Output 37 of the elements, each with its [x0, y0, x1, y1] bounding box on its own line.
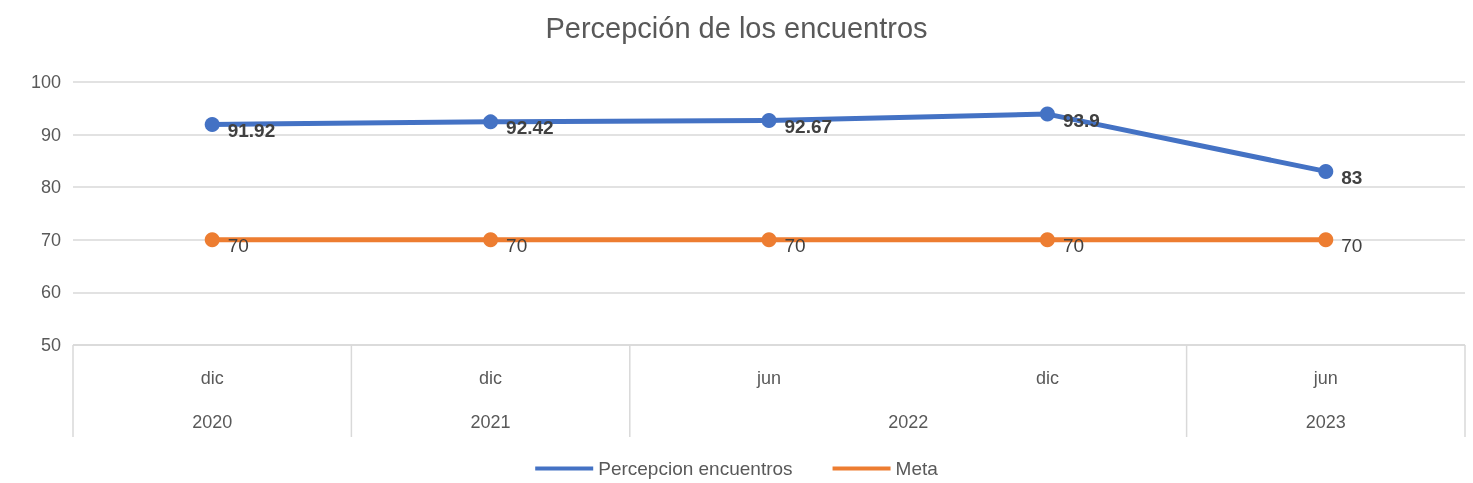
text: 2020: [192, 412, 233, 432]
y-tick-label: 70: [40, 229, 61, 250]
y-tick-label: 60: [40, 282, 61, 303]
data-label: 70: [1341, 235, 1363, 257]
point: [483, 114, 499, 130]
data-label: 70: [227, 235, 249, 257]
data-label: 91.92: [227, 120, 276, 141]
chart-title: Percepción de los encuentros: [545, 11, 928, 44]
data-label: 70: [1062, 235, 1085, 257]
point: [761, 113, 777, 129]
x-tick-label: dic: [1035, 368, 1059, 388]
point: [1039, 232, 1055, 248]
data-label: 70: [506, 235, 528, 257]
point: [204, 117, 220, 132]
y-tick-label: 90: [40, 124, 61, 145]
data-label: 83: [1341, 166, 1363, 188]
x-tick-label: dic: [479, 368, 503, 388]
legend-label: Meta: [895, 458, 939, 479]
legend-label: Percepcion encuentros: [598, 458, 793, 479]
data-label: 92.42: [506, 117, 554, 139]
data-label: 70: [784, 235, 806, 257]
data-label: 92.67: [784, 116, 833, 138]
point: [1318, 232, 1334, 248]
text: 2022: [888, 412, 929, 432]
point: [761, 232, 777, 248]
text: 2021: [470, 412, 511, 432]
x-tick-label: dic: [200, 368, 224, 388]
y-tick-label: 50: [40, 335, 61, 355]
point: [1039, 106, 1055, 122]
point: [1318, 163, 1334, 179]
point: [483, 232, 499, 248]
x-tick-label: jun: [755, 368, 782, 388]
y-tick-label: 80: [40, 177, 61, 198]
y-tick-label: 100: [30, 72, 61, 92]
point: [204, 232, 220, 248]
x-tick-label: jun: [1312, 368, 1338, 388]
text: 2023: [1305, 412, 1346, 432]
